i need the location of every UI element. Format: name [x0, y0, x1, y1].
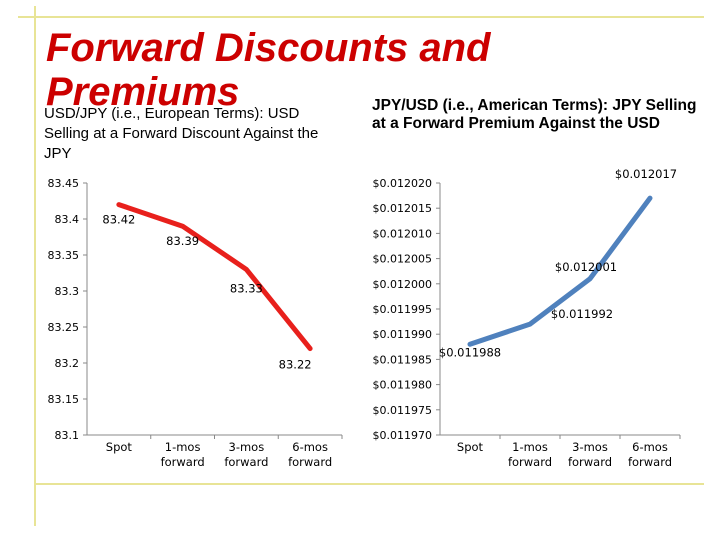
- usd-jpy-y-tick-label: 83.45: [48, 177, 80, 190]
- slide-title: Forward Discounts and Premiums: [46, 26, 491, 114]
- usd-jpy-y-tick-label: 83.4: [55, 213, 80, 226]
- usd-jpy-x-tick-label: 1-mos forward: [161, 440, 205, 469]
- usd-jpy-y-tick-label: 83.35: [48, 249, 80, 262]
- jpy-usd-y-tick-label: $0.011990: [373, 328, 433, 341]
- usd-jpy-data-label: 83.33: [230, 281, 263, 295]
- usd-jpy-data-label: 83.22: [279, 358, 312, 372]
- jpy-usd-y-tick-label: $0.011975: [373, 404, 433, 417]
- jpy-usd-data-label: $0.012017: [615, 167, 677, 181]
- jpy-usd-y-tick-label: $0.012015: [373, 202, 433, 215]
- usd-jpy-y-tick-label: 83.2: [55, 357, 80, 370]
- jpy-usd-x-tick-label: 1-mos forward: [508, 440, 552, 469]
- jpy-usd-y-tick-label: $0.012020: [373, 177, 433, 190]
- left-chart-subtitle: USD/JPY (i.e., European Terms): USD Sell…: [44, 105, 319, 162]
- jpy-usd-y-tick-label: $0.011985: [373, 353, 433, 366]
- usd-jpy-y-tick-label: 83.3: [55, 285, 80, 298]
- usd-jpy-data-label: 83.42: [102, 213, 135, 227]
- jpy-usd-y-tick-label: $0.011970: [373, 429, 433, 442]
- jpy-usd-y-tick-label: $0.012000: [373, 278, 433, 291]
- right-chart-subtitle: JPY/USD (i.e., American Terms): JPY Sell…: [372, 97, 697, 132]
- bottom-accent-rule: [34, 483, 704, 485]
- usd-jpy-y-tick-label: 83.1: [55, 429, 80, 442]
- jpy-usd-x-tick-label: 6-mos forward: [628, 440, 672, 469]
- jpy-usd-forward-chart: $0.012020 $0.012015 $0.012010 $0.012005 $0.0…: [373, 167, 681, 469]
- jpy-usd-y-tick-label: $0.011995: [373, 303, 433, 316]
- jpy-usd-y-tick-label: $0.012010: [373, 227, 433, 240]
- usd-jpy-x-tick-label: 3-mos forward: [224, 440, 268, 469]
- left-accent-rule: [34, 6, 36, 526]
- usd-jpy-data-label: 83.39: [166, 234, 199, 248]
- jpy-usd-data-label: $0.012001: [555, 260, 617, 274]
- usd-jpy-x-tick-label: Spot: [106, 440, 133, 454]
- usd-jpy-forward-chart: 83.45 83.4 83.35 83.3 83.25 83.2 83.15 83.1 Spot…: [48, 177, 343, 469]
- jpy-usd-y-tick-label: $0.011980: [373, 379, 433, 392]
- jpy-usd-x-tick-label: 3-mos forward: [568, 440, 612, 469]
- usd-jpy-y-tick-label: 83.15: [48, 393, 80, 406]
- jpy-usd-data-label: $0.011988: [439, 345, 501, 359]
- top-accent-rule: [18, 16, 704, 18]
- jpy-usd-x-tick-label: Spot: [457, 440, 484, 454]
- jpy-usd-series-line: [467, 195, 653, 347]
- usd-jpy-x-tick-label: 6-mos forward: [288, 440, 332, 469]
- usd-jpy-y-tick-label: 83.25: [48, 321, 80, 334]
- usd-jpy-series-line: [116, 202, 313, 352]
- jpy-usd-y-tick-label: $0.012005: [373, 253, 433, 266]
- jpy-usd-data-label: $0.011992: [551, 307, 613, 321]
